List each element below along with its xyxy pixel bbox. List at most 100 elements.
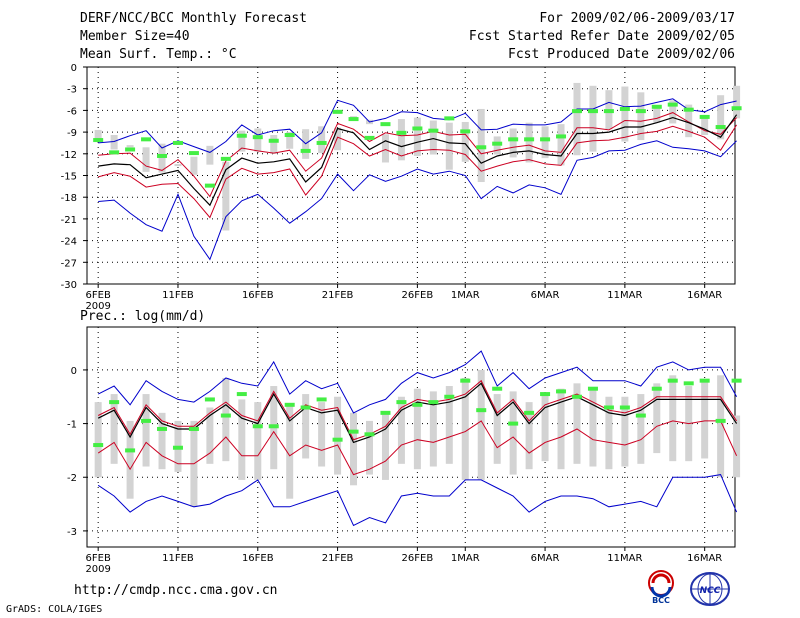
forecast-marker <box>93 138 104 143</box>
forecast-marker <box>444 116 455 121</box>
ensemble-spread-bar <box>286 404 294 499</box>
ensemble-spread-bar <box>637 92 645 141</box>
forecast-marker <box>651 386 662 391</box>
series-line-ensemble-max <box>97 350 738 414</box>
ensemble-spread-bar <box>461 121 469 162</box>
forecast-marker <box>172 140 183 145</box>
ensemble-spread-bar <box>334 127 342 151</box>
ensemble-spread-bar <box>621 86 629 142</box>
temperature-chart: 0 -3 -6 -9 -12 -15 -18 -21 -24 -27 -30 6FEB 11FEB 16F… <box>61 63 742 310</box>
forecast-marker <box>556 389 567 394</box>
forecast-marker <box>667 102 678 107</box>
bcc-logo: BCC <box>648 570 674 605</box>
ensemble-spread-bar <box>573 82 581 156</box>
forecast-marker <box>204 183 215 188</box>
forecast-marker <box>476 408 487 413</box>
ensemble-spread-bar <box>445 386 453 464</box>
y-tick-label: -1 <box>67 420 77 431</box>
ensemble-spread-bar <box>397 119 405 161</box>
forecast-marker <box>492 141 503 146</box>
website-url[interactable]: http://cmdp.ncc.cma.gov.cn <box>74 583 278 598</box>
forecast-marker <box>731 106 742 111</box>
forecast-marker <box>109 400 120 405</box>
forecast-marker <box>683 381 694 386</box>
x-tick-label: 26FEB <box>402 290 434 301</box>
forecast-marker <box>284 132 295 137</box>
ensemble-spread-bar <box>190 156 198 175</box>
forecast-marker <box>540 137 551 142</box>
x-year-label: 2009 <box>85 564 110 575</box>
forecast-marker <box>109 150 120 155</box>
forecast-marker <box>252 424 263 429</box>
forecast-marker <box>236 392 247 397</box>
x-tick-label: 16FEB <box>242 553 274 564</box>
ensemble-spread-bar <box>286 132 294 149</box>
x-tick-label: 16FEB <box>242 290 274 301</box>
member-size-label: Member Size=40 <box>80 29 190 44</box>
grads-credit: GrADS: COLA/IGES <box>6 604 103 615</box>
forecast-marker <box>220 156 231 161</box>
x-tick-label: 11FEB <box>162 290 194 301</box>
series-line-lower <box>98 124 738 219</box>
series-line-ensemble-min <box>97 474 738 527</box>
x-tick-label: 16MAR <box>687 553 722 564</box>
forecast-marker <box>444 394 455 399</box>
y-tick-label: -21 <box>61 215 77 226</box>
forecast-marker <box>300 148 311 153</box>
forecast-marker <box>492 386 503 391</box>
forecast-marker <box>476 145 487 150</box>
forecast-marker <box>699 114 710 119</box>
x-tick-label: 11MAR <box>607 553 642 564</box>
ensemble-spread-bar <box>701 116 709 135</box>
forecast-marker <box>603 109 614 114</box>
ensemble-spread-bar <box>429 391 437 467</box>
ensemble-spread-bar <box>254 128 262 152</box>
forecast-marker <box>619 405 630 410</box>
forecast-marker <box>125 147 136 152</box>
forecast-marker <box>316 397 327 402</box>
ensemble-spread-bar <box>653 105 661 123</box>
forecast-marker <box>332 437 343 442</box>
forecast-marker <box>428 400 439 405</box>
y-tick-label: 0 <box>71 366 77 377</box>
ensemble-spread-bar <box>222 377 230 462</box>
x-tick-label: 11FEB <box>162 553 194 564</box>
forecast-marker <box>268 138 279 143</box>
ensemble-spread-bar <box>541 126 549 159</box>
forecast-marker <box>141 137 152 142</box>
ensemble-spread-bar <box>270 134 278 154</box>
y-tick-label: -9 <box>67 128 77 139</box>
ensemble-spread-bar <box>174 163 182 167</box>
ensemble-spread-bar <box>477 369 485 480</box>
y-tick-label: -27 <box>61 258 77 269</box>
forecast-marker <box>699 378 710 383</box>
forecast-marker <box>428 128 439 133</box>
ensemble-spread-bar <box>381 134 389 163</box>
forecast-marker <box>380 410 391 415</box>
forecast-marker <box>524 137 535 142</box>
forecast-period-label: For 2009/02/06-2009/03/17 <box>539 11 735 26</box>
ensemble-spread-bar <box>126 145 134 148</box>
ensemble-spread-bar <box>557 124 565 166</box>
ensemble-spread-bar <box>637 394 645 464</box>
ensemble-spread-bar <box>94 129 102 141</box>
forecast-marker <box>508 421 519 426</box>
series-line-ensemble-max <box>98 98 737 153</box>
ensemble-spread-bar <box>429 120 437 155</box>
y-tick-label: -12 <box>61 150 77 161</box>
x-tick-label: 1MAR <box>451 290 480 301</box>
ensemble-spread-bar <box>525 122 533 163</box>
x-tick-label: 11MAR <box>607 290 642 301</box>
forecast-marker <box>571 394 582 399</box>
forecast-marker <box>204 397 215 402</box>
forecast-marker <box>236 133 247 138</box>
ensemble-spread-bar <box>413 117 421 156</box>
x-tick-label: 6FEB <box>86 290 111 301</box>
ensemble-spread-bar <box>685 104 693 138</box>
ensemble-spread-bar <box>206 407 214 464</box>
x-tick-label: 21FEB <box>322 290 354 301</box>
ensemble-spread-bar <box>493 394 501 464</box>
ensemble-spread-bar <box>142 147 150 172</box>
y-tick-label: -15 <box>61 172 77 183</box>
